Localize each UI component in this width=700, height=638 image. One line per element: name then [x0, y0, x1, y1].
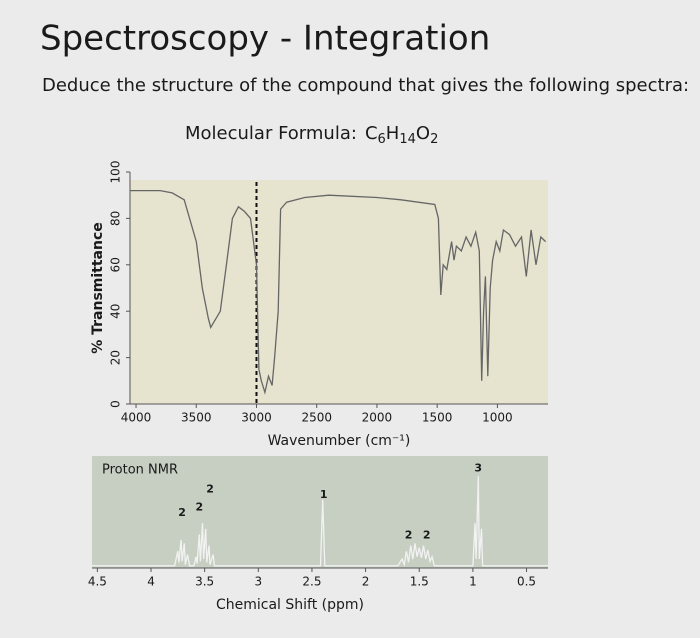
chart-title: Proton NMR: [102, 463, 178, 478]
plot-area: [92, 456, 548, 568]
slide-title: Spectroscopy - Integration: [40, 19, 490, 59]
x-tick-label: 2.5: [302, 575, 321, 589]
x-tick-label: 2: [362, 575, 370, 589]
x-tick-label: 1000: [482, 411, 513, 425]
atom-symbol: H: [386, 123, 400, 144]
spectrum-line: [92, 476, 548, 568]
x-tick-label: 1500: [422, 411, 453, 425]
integration-label: 1: [320, 488, 328, 501]
atom-symbol: C: [365, 123, 378, 144]
integration-label: 2: [178, 506, 186, 519]
x-tick-label: 4.5: [88, 575, 107, 589]
y-tick-label: 20: [109, 350, 123, 365]
x-tick-label: 3500: [181, 411, 212, 425]
x-axis-label: Wavenumber (cm⁻¹): [268, 433, 411, 449]
x-tick-label: 3000: [241, 411, 272, 425]
x-tick-label: 4: [147, 575, 155, 589]
integration-label: 2: [423, 529, 431, 542]
molecular-formula: Molecular Formula: C6H14O2: [185, 123, 438, 147]
formula-label: Molecular Formula:: [185, 123, 357, 144]
integration-label: 2: [206, 483, 214, 496]
atom-count: 2: [430, 132, 438, 147]
spectrum-line: [130, 189, 547, 395]
x-tick-label: 4000: [121, 411, 152, 425]
integration-label: 2: [195, 501, 203, 514]
y-axis-label: % Transmittance: [90, 222, 106, 354]
integration-label: 3: [474, 461, 482, 474]
x-tick-label: 1: [469, 575, 477, 589]
x-tick-label: 3: [254, 575, 262, 589]
x-tick-label: 1.5: [410, 575, 429, 589]
x-tick-label: 0.5: [517, 575, 536, 589]
y-tick-label: 80: [109, 211, 123, 226]
plot-area: [130, 180, 548, 404]
atom-count: 6: [378, 132, 386, 147]
y-tick-label: 60: [109, 257, 123, 272]
x-tick-label: 2000: [362, 411, 393, 425]
instruction: Deduce the structure of the compound tha…: [42, 75, 689, 96]
integration-label: 2: [405, 529, 413, 542]
x-tick-label: 2500: [301, 411, 332, 425]
x-axis-label: Chemical Shift (ppm): [216, 597, 364, 613]
atom-count: 14: [399, 132, 416, 147]
atom-symbol: O: [416, 123, 430, 144]
x-tick-label: 3.5: [195, 575, 214, 589]
y-tick-label: 100: [109, 161, 123, 184]
y-tick-label: 0: [109, 400, 123, 408]
formula-text: Molecular Formula: C6H14O2: [185, 123, 438, 147]
y-tick-label: 40: [109, 304, 123, 319]
